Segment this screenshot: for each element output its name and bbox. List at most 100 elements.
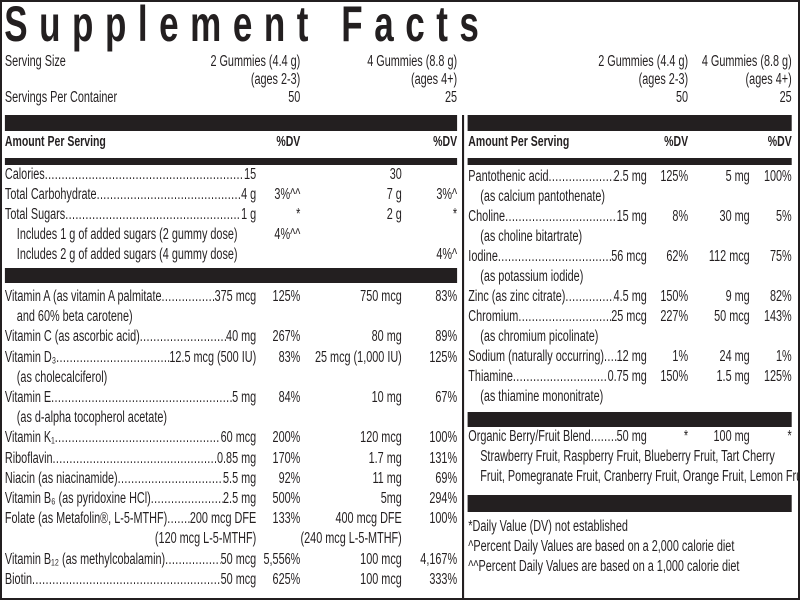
amount-col2: 10 mg bbox=[371, 389, 402, 406]
nutrient-row: Vitamin A (as vitamin A palmitate.......… bbox=[0, 287, 800, 307]
amount-col2: 80 mg bbox=[371, 328, 402, 346]
nutrient-label-line: Includes 1 g of added sugars (2 gummy do… bbox=[17, 225, 238, 245]
nutrient-row: Niacin (as niacinamide) ................… bbox=[0, 469, 800, 489]
amount-col2: 30 bbox=[389, 166, 402, 183]
nutrient-name: Includes 1 g of added sugars (2 gummy do… bbox=[16, 226, 238, 243]
dv-col1: 3%^^ bbox=[274, 186, 301, 203]
nutrient-name: Pantothenic acid bbox=[468, 168, 549, 185]
nutrient-label-line: Sodium (naturally occurring)............… bbox=[468, 347, 647, 367]
dv-col1: 83% bbox=[278, 348, 301, 366]
nutrient-name: Vitamin B₁₂ (as methylcobalamin) bbox=[4, 550, 166, 568]
amount-col2: 100 mg bbox=[713, 428, 750, 445]
nutrient-row: Organic Berry/Fruit Blend ..............… bbox=[0, 427, 800, 447]
nutrient-label-line: Biotin..................................… bbox=[5, 570, 256, 590]
amount-col1: 2.5 mg bbox=[613, 168, 647, 185]
nutrient-row: Zinc (as zinc citrate)..................… bbox=[0, 287, 800, 307]
ages-col1: (ages 2-3) bbox=[250, 71, 301, 88]
nutrient-row: Fruit, Pomegranate Fruit, Cranberry Frui… bbox=[0, 467, 800, 487]
nutrient-row: Chromium ...............................… bbox=[0, 307, 800, 327]
nutrient-name: Vitamin E bbox=[4, 389, 52, 406]
nutrient-label-line: Vitamin E...............................… bbox=[5, 388, 256, 408]
ages-col2: (ages 4+) bbox=[410, 71, 458, 88]
nutrient-label-line: (as calcium pantothenate) bbox=[480, 187, 605, 207]
spacer bbox=[5, 529, 155, 549]
dv-col2: 4%^ bbox=[436, 246, 458, 263]
nutrient-label-line: Thiamine ...............................… bbox=[468, 367, 647, 387]
nutrient-name: Vitamin C (as ascorbic acid) bbox=[4, 328, 140, 346]
nutrient-row: Iodine .................................… bbox=[0, 247, 800, 267]
divider-bar bbox=[467, 412, 792, 427]
nutrient-row: Folate (as Metafolin®, L-5-MTHF) .......… bbox=[0, 509, 800, 529]
nutrient-label-line: Organic Berry/Fruit Blend ..............… bbox=[468, 427, 647, 447]
nutrient-name: Vitamin K₁ bbox=[4, 429, 55, 447]
nutrient-label-line: Vitamin K₁..............................… bbox=[5, 428, 256, 448]
right-dv-heading-col1: %DV bbox=[664, 133, 689, 150]
dot-leader: ........................................… bbox=[497, 248, 611, 265]
nutrient-name: Fruit, Pomegranate Fruit, Cranberry Frui… bbox=[480, 468, 800, 485]
dv-col2: 4,167% bbox=[420, 550, 458, 568]
amount-col1: 2.5 mg bbox=[223, 490, 257, 507]
dot-leader: ........................................… bbox=[117, 469, 223, 487]
label-title: Supplement Facts bbox=[4, 0, 491, 52]
nutrient-row: Vitamin K₁..............................… bbox=[0, 428, 800, 448]
nutrient-name: (as cholecalciferol) bbox=[16, 368, 108, 386]
dv-col1: 200% bbox=[272, 429, 301, 447]
divider-bar bbox=[467, 495, 792, 512]
dv-col2: 3%^ bbox=[436, 186, 458, 203]
dot-leader: ........................................… bbox=[165, 550, 220, 568]
nutrient-row: Calories................................… bbox=[0, 165, 800, 185]
nutrient-name: (as choline bitartrate) bbox=[480, 228, 583, 245]
nutrient-name: Chromium bbox=[468, 308, 519, 325]
nutrient-label-line: and 60% beta carotene) bbox=[17, 307, 133, 327]
amount-col2: 9 mg bbox=[725, 288, 750, 305]
nutrient-name: (as potassium iodide) bbox=[480, 268, 584, 285]
dot-leader: ........................................… bbox=[565, 288, 613, 305]
amount-col1: 1 g bbox=[241, 206, 257, 223]
nutrient-row: Riboflavin .............................… bbox=[0, 449, 800, 469]
amount-col1: 0.75 mg bbox=[607, 368, 647, 385]
dv-col1: 62% bbox=[666, 248, 689, 265]
nutrient-row: (as thiamine mononitrate) bbox=[0, 387, 800, 407]
dv-col2: 83% bbox=[435, 288, 458, 305]
nutrient-row: (as d-alpha tocopherol acetate) bbox=[0, 408, 800, 428]
nutrient-label-line: (as d-alpha tocopherol acetate) bbox=[17, 408, 167, 428]
nutrient-label-line: (as thiamine mononitrate) bbox=[480, 387, 603, 407]
nutrient-row: Vitamin B₁₂ (as methylcobalamin)........… bbox=[0, 550, 800, 570]
nutrient-label-line: Includes 2 g of added sugars (4 gummy do… bbox=[17, 245, 238, 265]
amount-col2: 100 mcg bbox=[360, 550, 402, 568]
right-serving-size-col1: 2 Gummies (4.4 g) bbox=[598, 53, 689, 70]
nutrient-label-line: Total Carbohydrate .....................… bbox=[5, 185, 256, 205]
dv-col2: 333% bbox=[429, 570, 458, 588]
right-servings-col2: 25 bbox=[779, 89, 792, 106]
amount-col2: 2 g bbox=[386, 206, 402, 223]
nutrient-row: Sodium (naturally occurring)............… bbox=[0, 347, 800, 367]
dv-col1: 8% bbox=[672, 208, 689, 225]
nutrient-row: (as calcium pantothenate) bbox=[0, 187, 800, 207]
nutrient-label-line: (as choline bitartrate) bbox=[480, 227, 582, 247]
amount-col2: 5mg bbox=[380, 490, 402, 507]
divider-bar bbox=[467, 115, 792, 131]
dv-col2: 294% bbox=[429, 490, 458, 507]
nutrient-name: Total Carbohydrate bbox=[4, 186, 97, 203]
amount-col1: 5.5 mg bbox=[223, 469, 257, 487]
dot-leader: ........................................… bbox=[167, 510, 190, 528]
dot-leader: ........................................… bbox=[590, 428, 617, 445]
nutrient-label-line: (120 mcg L-5-MTHF) bbox=[5, 529, 256, 549]
servings-col2: 25 bbox=[445, 89, 458, 106]
nutrient-name: Choline bbox=[468, 208, 506, 225]
dv-col2: 125% bbox=[429, 348, 458, 366]
nutrient-row: (as choline bitartrate) bbox=[0, 227, 800, 247]
dv-col1: 1% bbox=[672, 348, 689, 365]
nutrient-name: Vitamin B₆ (as pyridoxine HCl) bbox=[4, 490, 151, 507]
amount-col1: (120 mcg L-5-MTHF) bbox=[154, 530, 257, 548]
dot-leader: ........................................… bbox=[139, 328, 226, 346]
nutrient-label-line: Folate (as Metafolin®, L-5-MTHF) .......… bbox=[5, 509, 256, 529]
serving-size-col2: 4 Gummies (8.8 g) bbox=[367, 53, 458, 70]
nutrient-name: (as calcium pantothenate) bbox=[480, 188, 606, 205]
amount-col1: 50 mcg bbox=[220, 550, 257, 568]
nutrient-name: Total Sugars bbox=[4, 206, 66, 223]
amount-col2: 1.7 mg bbox=[368, 449, 402, 467]
nutrient-label-line: (as potassium iodide) bbox=[480, 267, 583, 287]
nutrient-label-line: Pantothenic acid .......................… bbox=[468, 167, 647, 187]
